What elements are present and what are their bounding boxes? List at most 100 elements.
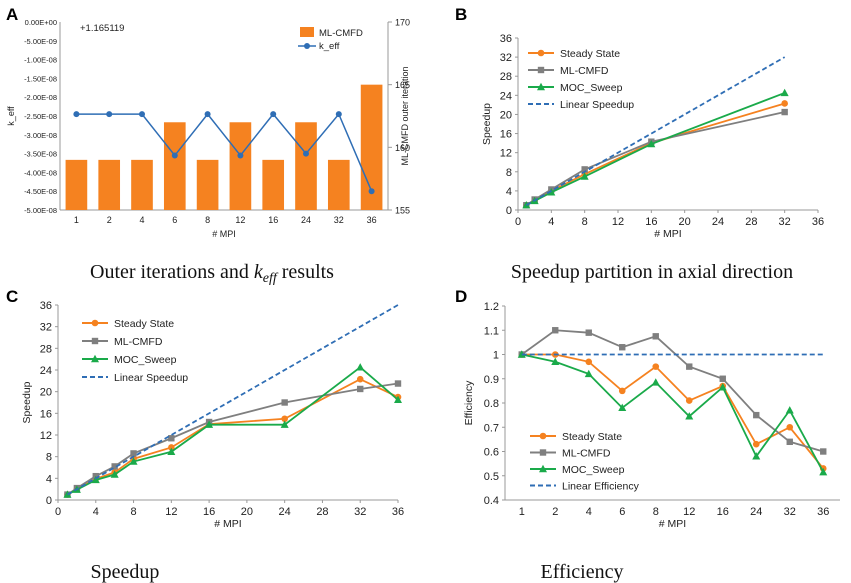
series-line	[66, 304, 399, 496]
x-axis-label: # MPI	[214, 518, 241, 530]
bar	[131, 159, 153, 210]
x-tick-label: 28	[316, 506, 328, 518]
data-point	[685, 397, 693, 404]
data-point	[237, 152, 244, 159]
data-point	[139, 111, 145, 118]
panel-c: C 0 4 8 12 16 20 24 28 32 36 0 4 8 12 16 20 24 28 32 36 # MPI…	[6, 287, 404, 583]
y-tick-label: 36	[500, 33, 512, 45]
data-point	[552, 327, 559, 334]
offset-label: +1.165119	[80, 23, 124, 34]
legend-label: Steady State	[560, 48, 620, 60]
data-point	[73, 111, 80, 118]
panel-caption: Efficiency	[541, 561, 624, 583]
data-point	[584, 369, 593, 378]
y-tick-label: -4.50E-08	[24, 187, 57, 196]
panel-letter: D	[455, 287, 467, 306]
x-tick-label: 16	[203, 506, 215, 518]
x-axis-label: # MPI	[654, 228, 681, 240]
data-point	[780, 88, 789, 97]
data-point	[580, 172, 589, 180]
x-tick-label: 8	[582, 216, 588, 228]
y-axis-label: Speedup	[21, 381, 33, 423]
legend-label: MOC_Sweep	[562, 464, 625, 476]
legend-label: ML-CMFD	[562, 448, 611, 460]
legend-swatch-bar	[300, 27, 314, 37]
x-tick-label: 24	[279, 506, 291, 518]
panel-letter: A	[6, 5, 18, 24]
y2-axis-label: ML-CMFD outer iteration	[400, 66, 410, 165]
data-point	[130, 450, 137, 457]
x-tick-label: 1	[519, 506, 525, 518]
data-point	[368, 188, 375, 195]
legend-label: Linear Efficiency	[562, 481, 640, 493]
data-point	[167, 447, 176, 455]
data-point	[619, 344, 626, 351]
data-point	[111, 463, 118, 470]
data-point	[394, 380, 402, 387]
data-point	[647, 139, 656, 148]
bar	[65, 159, 88, 210]
y-tick-label: 0.00E+00	[25, 18, 57, 27]
y-tick-label: 24	[40, 365, 52, 377]
data-point	[781, 100, 788, 107]
legend-sample-marker	[539, 464, 547, 473]
x-tick-label: 12	[235, 215, 245, 225]
data-point	[91, 475, 100, 484]
data-point	[270, 111, 277, 118]
legend-sample-marker	[537, 66, 545, 74]
x-tick-label: 6	[172, 215, 177, 225]
x-tick-label: 36	[367, 215, 377, 225]
y-tick-label: -1.50E-08	[24, 74, 57, 83]
y-tick-label: 32	[500, 52, 512, 64]
data-point	[752, 440, 760, 448]
panel-letter: B	[455, 5, 467, 24]
y-tick-label: -2.00E-08	[24, 93, 57, 102]
y-axis-label: k_eff	[6, 106, 16, 126]
legend-label: Steady State	[562, 431, 622, 443]
y-tick-label: 20	[500, 109, 512, 121]
bar	[229, 122, 252, 210]
bar	[327, 159, 350, 210]
x-tick-label: 2	[552, 506, 558, 518]
y-tick-label: 0.8	[484, 398, 499, 410]
data-point	[652, 333, 659, 340]
x-tick-label: 8	[653, 506, 659, 518]
data-point	[585, 329, 592, 336]
y-tick-label: 12	[500, 148, 512, 160]
data-point	[303, 150, 309, 157]
x-tick-label: 36	[812, 216, 824, 228]
x-tick-label: 4	[93, 506, 99, 518]
series-line	[521, 329, 824, 453]
bar	[98, 159, 121, 210]
series-line	[66, 382, 399, 496]
series-line	[521, 353, 824, 470]
data-point	[786, 438, 793, 445]
x-tick-label: 16	[645, 216, 657, 228]
panel-b: B 0 4 8 12 16 20 24 28 32 36 0 4 8 12 16 20 24 28 32 36 # MPI…	[455, 5, 824, 283]
data-point	[652, 363, 660, 370]
legend-label: Linear Speedup	[114, 372, 188, 384]
x-tick-label: 20	[679, 216, 691, 228]
x-tick-label: 24	[750, 506, 762, 518]
data-point	[205, 420, 214, 428]
series-line	[67, 366, 399, 496]
x-tick-label: 6	[619, 506, 625, 518]
y-tick-label: 20	[40, 387, 52, 399]
legend-label: ML-CMFD	[560, 65, 609, 77]
x-tick-label: 1	[74, 215, 79, 225]
data-point	[786, 423, 794, 431]
data-point	[618, 403, 627, 412]
y-tick-label: 0.5	[484, 471, 499, 483]
x-tick-label: 36	[392, 506, 404, 518]
legend-marker	[304, 43, 310, 49]
legend-sample-marker	[91, 354, 99, 363]
y2-tick-label: 155	[395, 206, 410, 216]
x-tick-label: 16	[717, 506, 729, 518]
x-tick-label: 12	[683, 506, 695, 518]
y-tick-label: 16	[500, 129, 512, 141]
data-point	[651, 378, 660, 386]
y-axis-label: Speedup	[481, 103, 493, 145]
series-line	[521, 353, 825, 473]
legend-sample-marker	[539, 449, 547, 456]
panel-caption: Speedup	[91, 561, 160, 583]
